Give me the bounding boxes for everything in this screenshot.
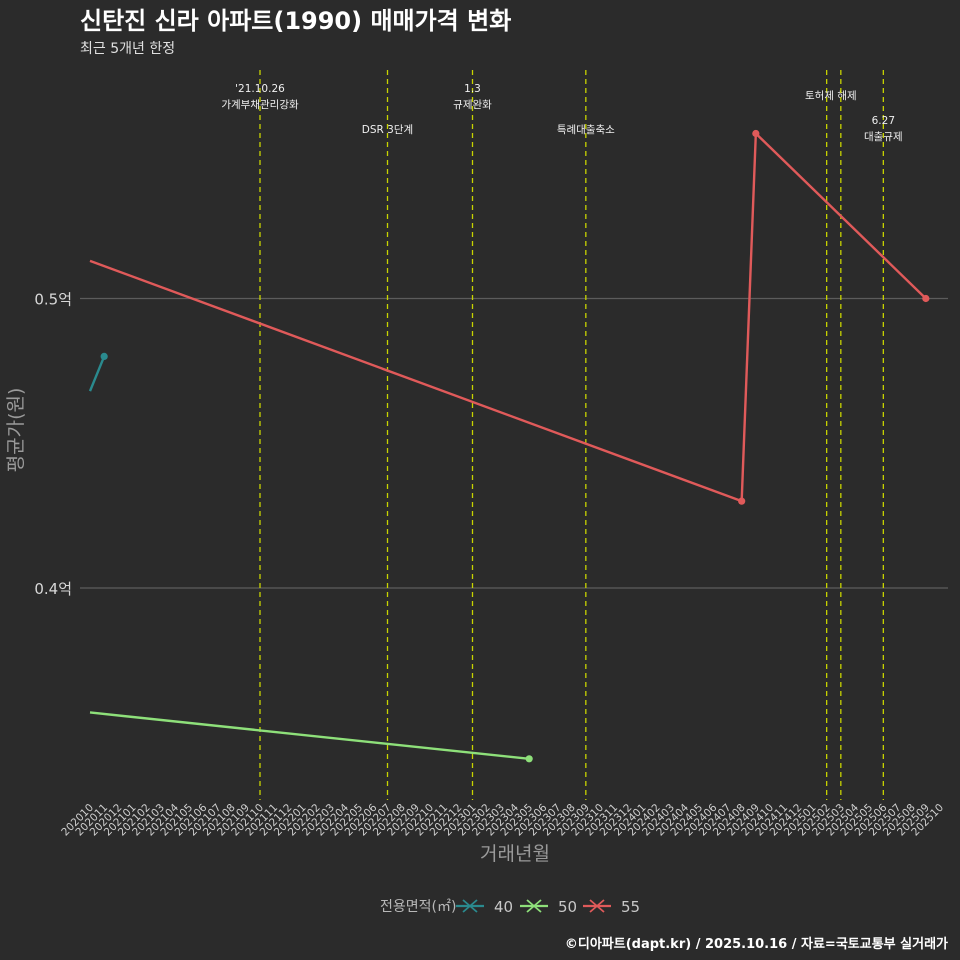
y-tick-label: 0.5억 — [34, 291, 72, 309]
event-label: DSR 3단계 — [362, 124, 413, 136]
legend-label-55: 55 — [621, 898, 640, 916]
event-label: 대출규제 — [864, 131, 903, 143]
x-axis-title: 거래년월 — [480, 843, 550, 865]
event-label: 6.27 — [872, 115, 895, 127]
legend-title: 전용면적(㎡) — [380, 899, 456, 915]
caption: ©디아파트(dapt.kr) / 2025.10.16 / 자료=국토교통부 실… — [565, 936, 948, 952]
chart-subtitle: 최근 5개년 한정 — [80, 41, 175, 57]
legend: 전용면적(㎡) 40 50 55 — [380, 898, 640, 916]
data-point — [100, 352, 108, 360]
series-line-55 — [89, 132, 927, 503]
event-label: 토허제 해제 — [805, 89, 857, 102]
event-label: '21.10.26 — [235, 83, 285, 95]
data-point — [525, 755, 533, 763]
event-label: 규제완화 — [453, 98, 492, 111]
legend-label-50: 50 — [558, 898, 577, 916]
legend-label-40: 40 — [494, 898, 513, 916]
event-label: 가계부채관리강화 — [221, 99, 299, 111]
x-axis: 2020102020112020122021012021022021032021… — [59, 801, 946, 838]
event-label: 1.3 — [464, 83, 481, 95]
gridlines — [80, 297, 948, 589]
legend-key-cross — [462, 899, 478, 913]
event-label: 특례대출축소 — [557, 124, 615, 136]
data-point — [752, 129, 760, 138]
series-line-50 — [89, 711, 530, 760]
y-axis-title: 평균가(원) — [5, 388, 27, 473]
y-tick-label: 0.4억 — [34, 580, 72, 598]
data-point — [738, 497, 746, 505]
series-line-40 — [88, 355, 106, 392]
legend-key-cross — [589, 899, 605, 913]
chart-title: 신탄진 신라 아파트(1990) 매매가격 변화 — [80, 7, 511, 35]
data-point — [922, 294, 930, 303]
y-axis: 0.4억 0.5억 — [34, 291, 72, 599]
legend-key-cross — [526, 899, 542, 913]
series-lines — [88, 129, 930, 763]
